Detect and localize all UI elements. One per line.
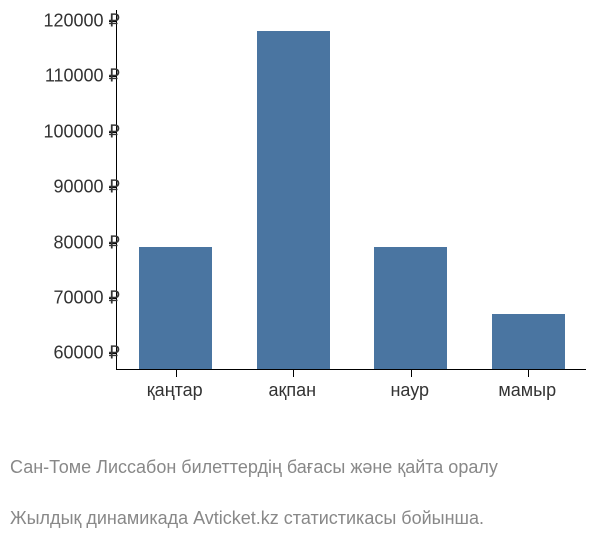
caption-line-2: Жылдық динамикада Avticket.kz статистика… bbox=[10, 506, 498, 531]
bar bbox=[257, 31, 330, 369]
y-axis-label: 100000 ₽ bbox=[43, 121, 120, 142]
x-axis-label: наур bbox=[390, 380, 429, 401]
caption-line-1: Сан-Томе Лиссабон билеттердің бағасы жән… bbox=[10, 455, 498, 480]
y-axis-label: 110000 ₽ bbox=[45, 66, 120, 87]
bar bbox=[374, 247, 447, 369]
y-axis-label: 60000 ₽ bbox=[53, 343, 120, 364]
y-axis-label: 120000 ₽ bbox=[43, 11, 120, 32]
x-tick bbox=[528, 369, 529, 377]
bar bbox=[139, 247, 212, 369]
x-tick bbox=[176, 369, 177, 377]
x-tick bbox=[293, 369, 294, 377]
x-axis-label: қаңтар bbox=[147, 380, 203, 401]
bar-chart: қаңтарақпаннаурмамыр bbox=[116, 10, 586, 390]
plot-area bbox=[116, 10, 586, 370]
x-tick bbox=[411, 369, 412, 377]
y-axis-label: 70000 ₽ bbox=[53, 288, 120, 309]
x-axis-label: мамыр bbox=[498, 380, 556, 401]
y-axis-label: 90000 ₽ bbox=[53, 177, 120, 198]
bar bbox=[492, 314, 565, 369]
chart-caption: Сан-Томе Лиссабон билеттердің бағасы жән… bbox=[10, 430, 498, 556]
y-axis-label: 80000 ₽ bbox=[53, 232, 120, 253]
x-axis-label: ақпан bbox=[268, 380, 316, 401]
